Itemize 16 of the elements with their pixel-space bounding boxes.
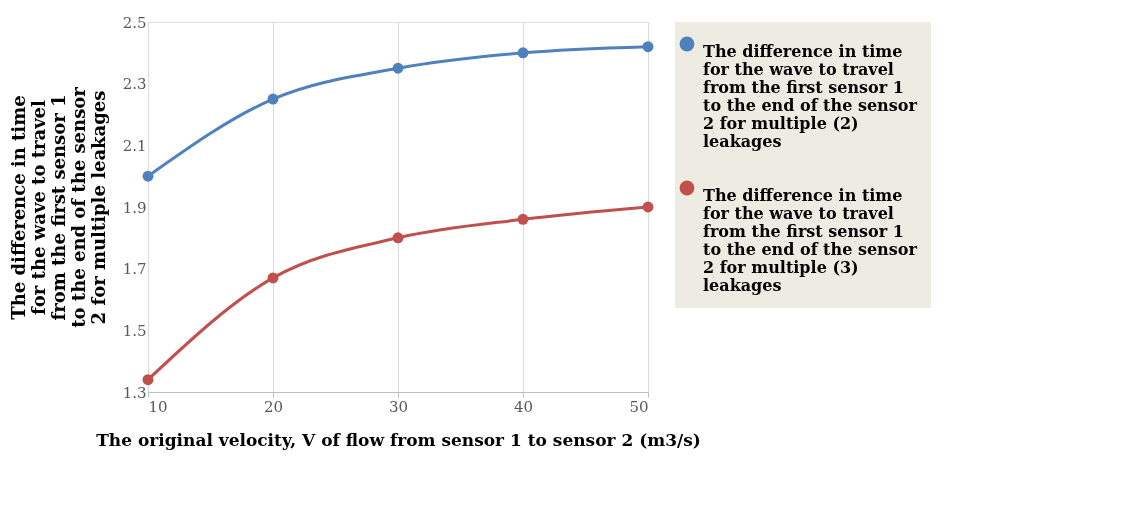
y-axis-title: The difference in time for the wave to travel from the first sensor 1 to the end of the sensor 2 for multiple leakages: [7, 86, 109, 328]
legend-label: The difference in time for the wave to travel from the first sensor 1 to the end of the sensor 2 for multiple (2) leakages: [703, 42, 918, 151]
x-tick-label: 50: [629, 397, 649, 416]
x-tick-label: 40: [513, 397, 534, 416]
y-tick-label: 1.7: [122, 260, 147, 279]
x-tick-label: 10: [148, 397, 168, 416]
y-tick-label: 2.5: [122, 13, 147, 32]
y-tick-label: 2.3: [122, 75, 147, 94]
legend-label: The difference in time for the wave to travel from the first sensor 1 to the end of the sensor 2 for multiple (3) leakages: [703, 186, 918, 295]
y-tick-label: 2.1: [122, 136, 147, 155]
y-tick-label: 1.9: [122, 198, 147, 217]
x-tick-label: 20: [263, 397, 284, 416]
y-tick-label: 1.3: [122, 383, 147, 402]
x-tick-label: 30: [388, 397, 409, 416]
x-axis-title: The original velocity, V of flow from sensor 1 to sensor 2 (m3/s): [96, 429, 701, 450]
y-tick-label: 1.5: [122, 321, 147, 340]
